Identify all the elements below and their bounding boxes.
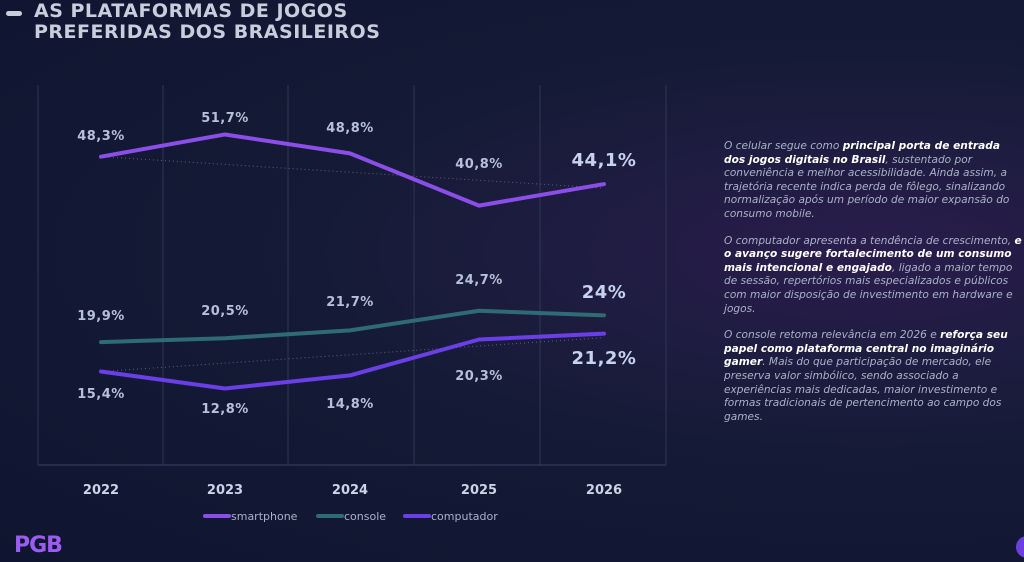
data-label-computador-2026: 21,2%	[572, 348, 637, 369]
title-line-2: PREFERIDAS DOS BRASILEIROS	[34, 21, 381, 43]
commentary-console: O console retoma relevância em 2026 e re…	[724, 329, 1024, 424]
commentary-run: O console retoma relevância em 2026 e	[724, 329, 941, 342]
x-tick-label-2026: 2026	[586, 483, 622, 498]
title-line-1: AS PLATAFORMAS DE JOGOS	[34, 0, 348, 22]
x-tick-label-2022: 2022	[83, 483, 119, 498]
commentary-run: O celular segue como	[724, 140, 843, 152]
data-label-console-2022: 19,9%	[77, 309, 125, 324]
legend-label-console: console	[344, 510, 386, 523]
line-chart: 48,3% 51,7% 48,8% 40,8% 44,1% 19,9% 20,5% 21,7%…	[37, 85, 667, 523]
data-label-console-2023: 20,5%	[201, 304, 249, 319]
data-label-computador-2023: 12,8%	[201, 402, 249, 417]
data-label-smartphone-2026: 44,1%	[572, 150, 637, 171]
trend-line-smartphone	[100, 156, 605, 189]
legend-label-smartphone: smartphone	[231, 510, 298, 523]
commentary-computador: O computador apresenta a tendência de cr…	[724, 235, 1024, 317]
title-dash	[6, 11, 22, 16]
data-label-console-2026: 24%	[582, 282, 627, 303]
commentary-smartphone: O celular segue como principal porta de …	[724, 140, 1024, 222]
data-label-smartphone-2024: 48,8%	[326, 121, 374, 136]
data-label-computador-2024: 14,8%	[326, 397, 374, 412]
commentary-run: reforça seu papel como plataforma centra…	[724, 329, 1008, 369]
commentary-run: O computador apresenta a tendência de cr…	[724, 234, 1015, 247]
data-label-computador-2025: 20,3%	[455, 369, 503, 384]
trend-line-computador	[100, 337, 605, 372]
commentary-run: . Mais do que participação de mercado, e…	[724, 356, 1002, 423]
commentary-run: principal porta de entrada dos jogos dig…	[724, 140, 1000, 166]
data-label-smartphone-2023: 51,7%	[201, 111, 249, 126]
series-line-console	[99, 308, 606, 345]
commentary-run: e o avanço sugere fortalecimento de um c…	[724, 234, 1022, 274]
data-label-computador-2022: 15,4%	[77, 387, 125, 402]
series-line-computador	[99, 331, 606, 391]
x-tick-label-2024: 2024	[332, 483, 368, 498]
data-label-console-2024: 21,7%	[326, 295, 374, 310]
series-line-smartphone	[99, 132, 606, 208]
x-tick-label-2023: 2023	[207, 483, 243, 498]
x-tick-label-2025: 2025	[461, 483, 497, 498]
brand-logo: PGB	[14, 533, 63, 558]
data-label-console-2025: 24,7%	[455, 273, 503, 288]
legend-label-computador: computador	[431, 510, 498, 523]
commentary: O celular segue como principal porta de …	[724, 140, 1024, 437]
data-label-smartphone-2025: 40,8%	[455, 157, 503, 172]
corner-badge	[1016, 536, 1024, 558]
commentary-run: , ligado a maior tempo de sessão, repert…	[724, 261, 1013, 315]
commentary-run: , sustentado por conveniência e melhor a…	[724, 153, 1010, 220]
page-title: AS PLATAFORMAS DE JOGOS PREFERIDAS DOS B…	[34, 1, 380, 43]
data-label-smartphone-2022: 48,3%	[77, 129, 125, 144]
